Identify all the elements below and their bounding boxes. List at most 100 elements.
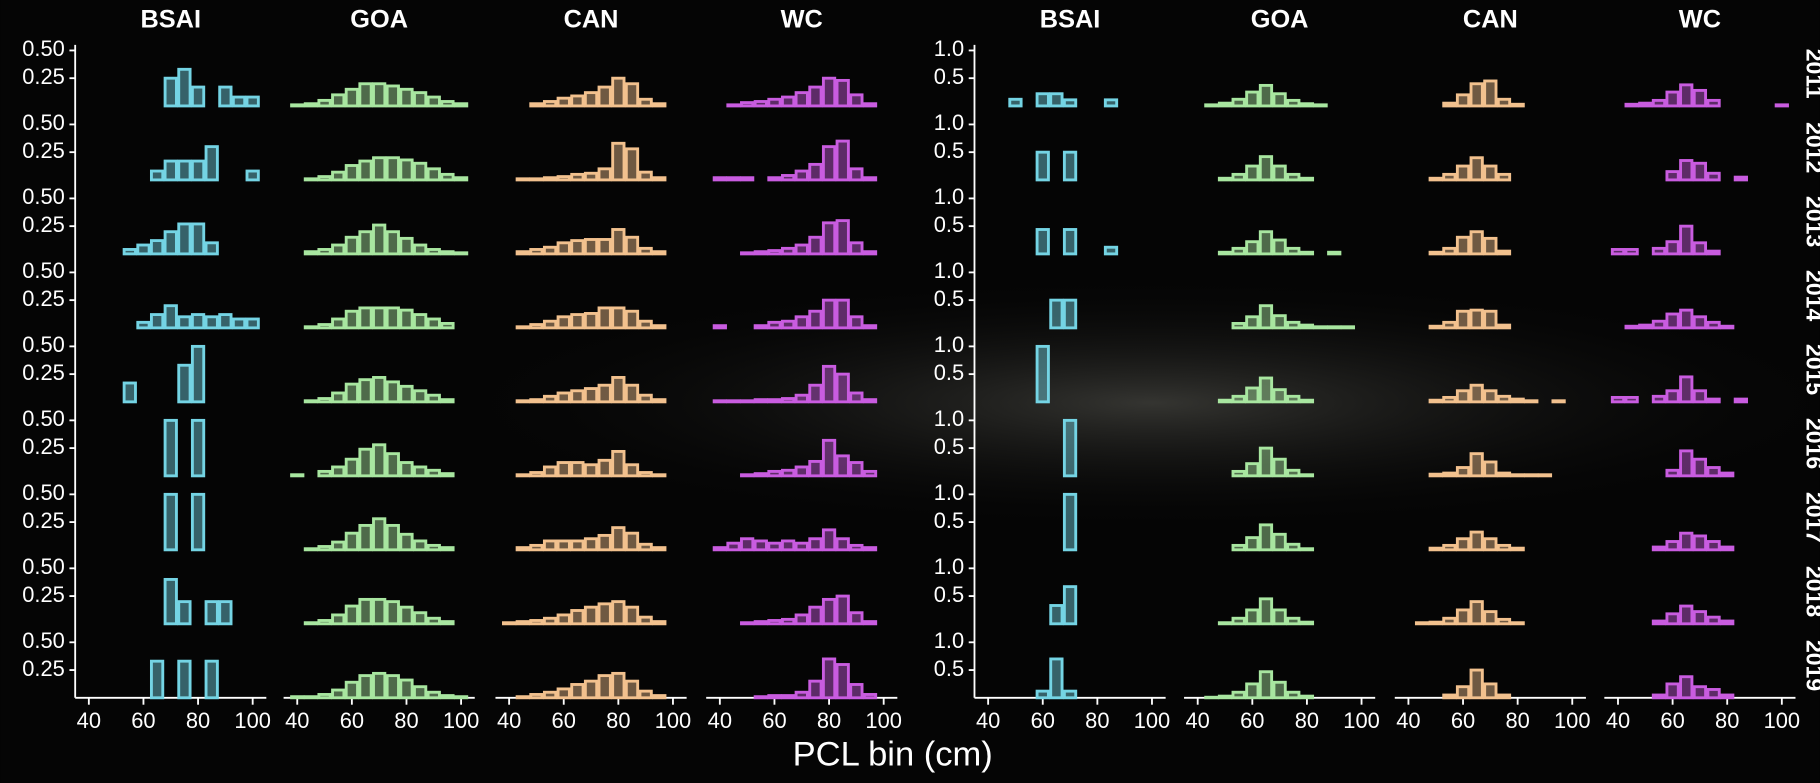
bar	[414, 245, 425, 254]
bar	[1064, 494, 1075, 549]
bar	[544, 692, 555, 698]
bar	[810, 607, 821, 624]
bar	[1430, 252, 1441, 254]
x-tick-label: 40	[1606, 708, 1630, 733]
bar	[837, 141, 848, 180]
bar	[179, 365, 190, 402]
bar	[1342, 327, 1353, 328]
bar	[1485, 391, 1496, 402]
bar	[823, 78, 834, 106]
bar	[319, 546, 330, 549]
x-tick-label: 100	[1343, 708, 1379, 733]
bar	[206, 243, 217, 254]
bar	[544, 101, 555, 105]
figure: PCL bin (cm) 0.250.500.250.500.250.500.2…	[0, 0, 1820, 783]
bar	[613, 528, 624, 550]
bar	[1037, 229, 1048, 253]
bar	[1708, 399, 1719, 402]
bar	[1247, 684, 1258, 698]
bar	[1274, 166, 1285, 180]
bar	[179, 161, 190, 180]
bar	[558, 317, 569, 328]
bar	[558, 393, 569, 402]
bar	[1260, 85, 1271, 106]
bar	[585, 93, 596, 106]
bar	[728, 105, 739, 106]
bar	[292, 475, 303, 476]
bar	[823, 147, 834, 180]
bar	[401, 607, 412, 624]
bar	[1694, 317, 1705, 328]
bar	[837, 80, 848, 106]
y-tick-label: 0.50	[22, 628, 65, 653]
bar	[1681, 677, 1692, 698]
bar	[124, 383, 135, 402]
bar	[1274, 610, 1285, 624]
bar	[1329, 252, 1340, 254]
bar	[1206, 105, 1217, 106]
bar	[1539, 475, 1550, 476]
bar	[333, 467, 344, 476]
bar	[755, 101, 766, 105]
bar	[1485, 684, 1496, 698]
bar	[1694, 243, 1705, 254]
bar	[1708, 689, 1719, 697]
bar	[1233, 471, 1244, 475]
bar	[823, 300, 834, 328]
bar	[810, 311, 821, 328]
bar	[1471, 84, 1482, 106]
bar	[192, 87, 203, 106]
bar	[1430, 622, 1441, 624]
bar	[837, 456, 848, 476]
bar	[1498, 396, 1509, 402]
bar	[851, 463, 862, 476]
bar	[1471, 158, 1482, 180]
bar	[373, 225, 384, 254]
bar	[1416, 623, 1427, 624]
bar	[387, 676, 398, 698]
bar	[755, 622, 766, 624]
bar	[414, 541, 425, 550]
x-tick-label: 100	[1554, 708, 1590, 733]
bar	[165, 420, 176, 475]
bar	[1274, 534, 1285, 550]
bar	[1288, 100, 1299, 106]
bar	[851, 545, 862, 549]
bar	[1064, 100, 1075, 106]
bar	[1444, 695, 1455, 698]
bar	[1498, 99, 1509, 106]
bar	[1274, 390, 1285, 402]
bar	[1064, 152, 1075, 180]
y-tick-label: 0.5	[934, 360, 964, 385]
bar	[1498, 174, 1509, 180]
bar	[572, 463, 583, 476]
bar	[1653, 621, 1664, 624]
bar	[401, 310, 412, 328]
bar	[1471, 532, 1482, 550]
bar	[613, 602, 624, 624]
bar	[572, 391, 583, 402]
bar	[179, 224, 190, 254]
bar	[1444, 545, 1455, 549]
bar	[1444, 618, 1455, 624]
bar	[333, 690, 344, 698]
bar	[544, 467, 555, 476]
bar	[1457, 311, 1468, 328]
bar	[517, 252, 528, 254]
bar	[1485, 311, 1496, 328]
bar	[442, 548, 453, 550]
bar	[360, 525, 371, 549]
bar	[1430, 326, 1441, 328]
bar	[319, 620, 330, 623]
bar	[599, 535, 610, 549]
bar	[599, 308, 610, 328]
bar	[544, 321, 555, 328]
bar	[1444, 473, 1455, 476]
bar	[1694, 536, 1705, 550]
bar	[206, 602, 217, 624]
bar	[1708, 468, 1719, 476]
row-label: 2011	[1802, 49, 1820, 99]
x-tick-label: 60	[1451, 708, 1475, 733]
bar	[1653, 547, 1664, 550]
y-tick-label: 1.0	[934, 480, 964, 505]
